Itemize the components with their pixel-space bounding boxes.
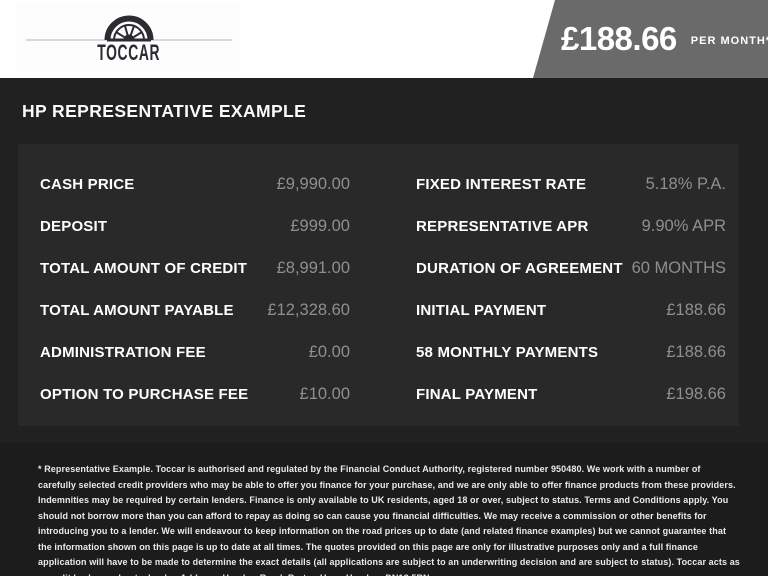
table-row-deposit: DEPOSIT £999.00	[40, 205, 350, 247]
table-row-monthly-payments: 58 MONTHLY PAYMENTS £188.66	[416, 331, 726, 373]
row-value: 9.90% APR	[641, 216, 726, 235]
row-label: FINAL PAYMENT	[416, 385, 538, 403]
page-title: HP REPRESENTATIVE EXAMPLE	[22, 101, 307, 121]
table-row-representative-apr: REPRESENTATIVE APR 9.90% APR	[416, 205, 726, 247]
row-label: TOTAL AMOUNT PAYABLE	[40, 301, 234, 319]
row-value: £0.00	[308, 342, 350, 361]
row-label: FIXED INTEREST RATE	[416, 175, 587, 193]
brand-name: TOCCAR	[97, 41, 161, 66]
header: TOCCAR £188.66 PER MONTH*	[0, 0, 768, 78]
row-label: TOTAL AMOUNT OF CREDIT	[40, 259, 248, 277]
table-row-final-payment: FINAL PAYMENT £198.66	[416, 373, 726, 415]
row-label: DEPOSIT	[40, 217, 108, 235]
row-label: INITIAL PAYMENT	[416, 301, 547, 319]
row-value: £9,990.00	[276, 174, 350, 193]
table-row-total-credit: TOTAL AMOUNT OF CREDIT £8,991.00	[40, 247, 350, 289]
row-value: 5.18% P.A.	[645, 174, 726, 193]
row-label: OPTION TO PURCHASE FEE	[40, 385, 249, 403]
price-period-label: PER MONTH*	[690, 35, 768, 47]
finance-panel: CASH PRICE £9,990.00 DEPOSIT £999.00 TOT…	[18, 144, 739, 426]
table-row-cash-price: CASH PRICE £9,990.00	[40, 163, 350, 205]
monthly-price: £188.66	[561, 20, 677, 57]
row-value: £188.66	[666, 342, 726, 361]
table-row-fixed-interest-rate: FIXED INTEREST RATE 5.18% P.A.	[416, 163, 726, 205]
row-value: £198.66	[666, 384, 726, 403]
price-banner: £188.66 PER MONTH*	[533, 0, 768, 78]
row-value: £999.00	[290, 216, 350, 235]
row-label: CASH PRICE	[40, 175, 135, 193]
row-label: REPRESENTATIVE APR	[416, 217, 589, 235]
table-row-total-payable: TOTAL AMOUNT PAYABLE £12,328.60	[40, 289, 350, 331]
footer: * Representative Example. Toccar is auth…	[0, 443, 768, 576]
table-row-admin-fee: ADMINISTRATION FEE £0.00	[40, 331, 350, 373]
row-value: 60 MONTHS	[631, 258, 726, 277]
row-value: £8,991.00	[276, 258, 350, 277]
row-value: £188.66	[666, 300, 726, 319]
row-label: DURATION OF AGREEMENT	[416, 259, 623, 277]
toccar-logo[interactable]: TOCCAR	[17, 3, 241, 71]
car-wheel-icon	[26, 15, 232, 42]
disclaimer-text: * Representative Example. Toccar is auth…	[38, 464, 740, 576]
row-label: 58 MONTHLY PAYMENTS	[416, 343, 599, 361]
row-value: £12,328.60	[267, 300, 350, 319]
table-row-initial-payment: INITIAL PAYMENT £188.66	[416, 289, 726, 331]
table-row-duration: DURATION OF AGREEMENT 60 MONTHS	[416, 247, 726, 289]
table-row-option-to-purchase-fee: OPTION TO PURCHASE FEE £10.00	[40, 373, 350, 415]
row-value: £10.00	[299, 384, 350, 403]
row-label: ADMINISTRATION FEE	[40, 343, 206, 361]
